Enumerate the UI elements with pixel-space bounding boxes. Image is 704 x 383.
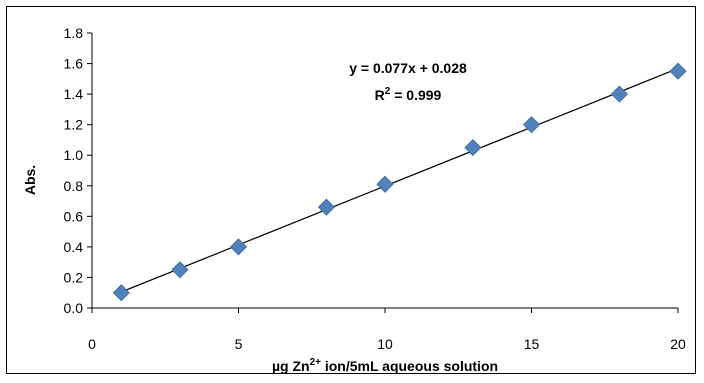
trendline [121,67,679,293]
data-point [610,85,628,103]
x-tick-label: 10 [377,336,393,352]
y-tick-label: 0.4 [64,239,84,255]
y-tick-label: 0.0 [64,300,84,316]
data-point [522,116,541,134]
x-tick-label: 5 [235,336,243,352]
data-point [317,198,335,216]
y-tick-label: 0.2 [64,269,84,285]
x-axis-title: µg Zn2+ ion/5mL aqueous solution [272,357,498,374]
x-tick-label: 15 [524,336,540,352]
y-tick-label: 1.8 [64,25,84,41]
data-point [112,284,130,302]
data-point [376,175,394,193]
x-tick-label: 0 [88,336,96,352]
y-tick-label: 1.2 [64,117,84,133]
trendline-equation: y = 0.077x + 0.028 [349,60,467,76]
y-tick-label: 0.6 [64,208,84,224]
data-point [464,139,482,157]
data-point [171,261,189,279]
y-tick-label: 1.6 [64,56,84,72]
data-point [669,62,687,80]
y-tick-label: 1.4 [64,86,84,102]
x-axis-ticks: 0 5 10 15 20 [88,308,686,352]
r-squared-label: R2 = 0.999 [375,86,442,103]
y-axis-title: Abs. [22,165,38,195]
y-axis-ticks: 0.0 0.2 0.4 0.6 0.8 1.0 1.2 1.4 1.6 1.8 [64,25,92,316]
x-tick-label: 20 [670,336,686,352]
chart-frame [6,6,696,374]
y-tick-label: 0.8 [64,178,84,194]
y-tick-label: 1.0 [64,147,84,163]
data-point [229,238,248,256]
data-points [112,62,687,302]
